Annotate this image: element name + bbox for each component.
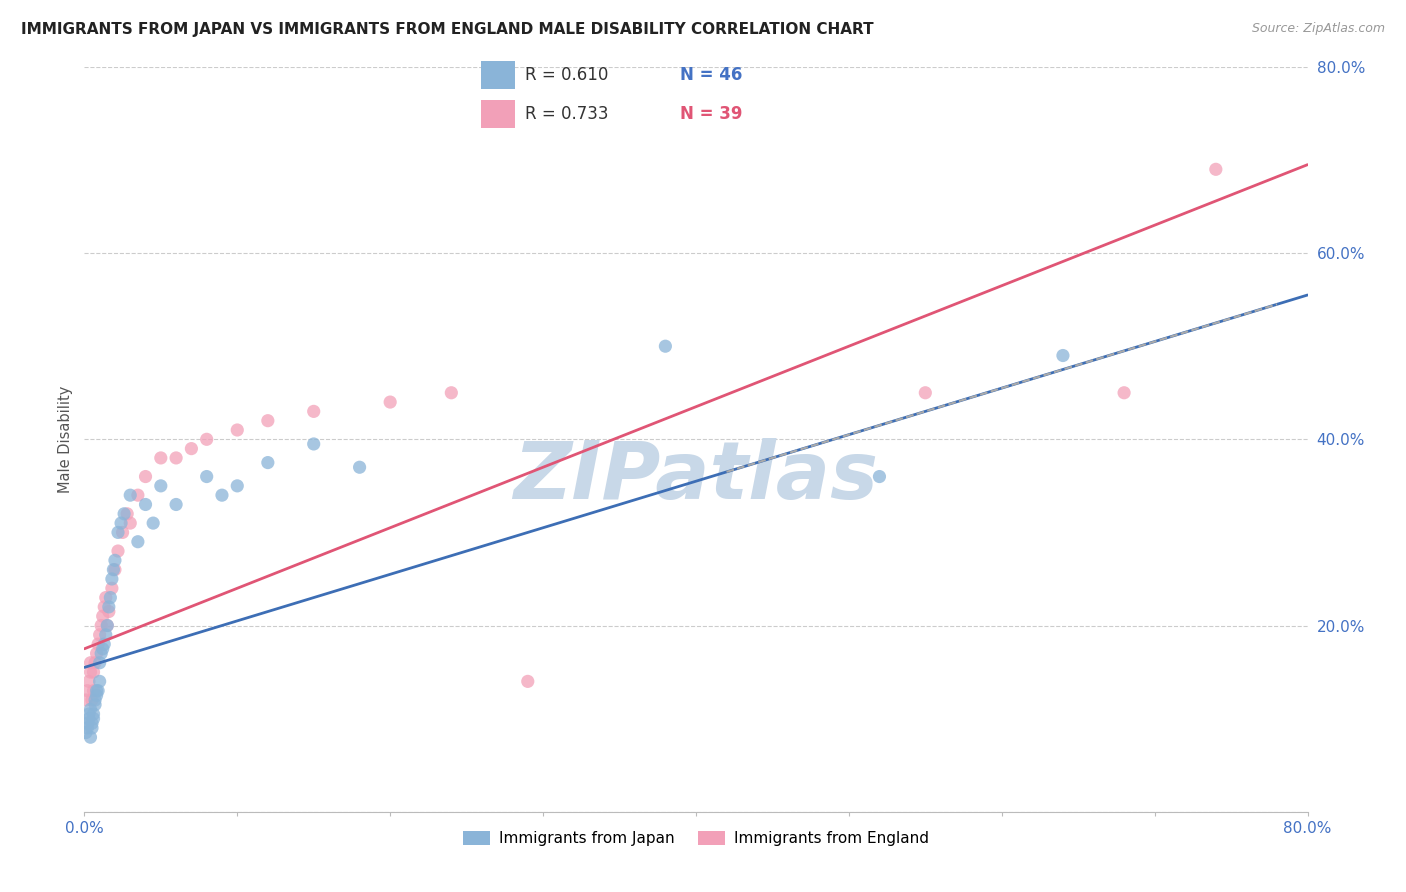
Point: [77, 706, 100, 721]
Point: [149, 450, 172, 465]
Point: [83, 683, 105, 698]
Point: [149, 479, 172, 493]
Point: [83, 665, 105, 679]
Point: [1052, 349, 1074, 363]
FancyBboxPatch shape: [481, 62, 515, 89]
Point: [80, 693, 103, 707]
FancyBboxPatch shape: [481, 100, 515, 128]
Point: [1114, 385, 1136, 400]
Point: [142, 516, 165, 530]
Point: [87, 637, 110, 651]
Point: [380, 395, 402, 409]
Point: [89, 656, 111, 670]
Point: [869, 469, 891, 483]
Point: [94, 591, 117, 605]
Point: [97, 599, 120, 614]
Point: [98, 591, 121, 605]
Point: [107, 525, 129, 540]
Point: [96, 618, 118, 632]
Point: [96, 618, 118, 632]
Point: [1205, 162, 1227, 177]
Point: [257, 456, 280, 470]
Point: [302, 437, 325, 451]
Point: [84, 693, 107, 707]
Point: [115, 507, 138, 521]
Point: [165, 450, 187, 465]
Point: [75, 725, 97, 739]
Text: Source: ZipAtlas.com: Source: ZipAtlas.com: [1251, 22, 1385, 36]
Point: [914, 385, 936, 400]
Point: [165, 498, 187, 512]
Text: ZIPatlas: ZIPatlas: [513, 438, 879, 516]
Text: IMMIGRANTS FROM JAPAN VS IMMIGRANTS FROM ENGLAND MALE DISABILITY CORRELATION CHA: IMMIGRANTS FROM JAPAN VS IMMIGRANTS FROM…: [21, 22, 873, 37]
Point: [195, 432, 218, 446]
Point: [79, 730, 101, 744]
Point: [86, 647, 108, 661]
Point: [91, 609, 114, 624]
Point: [135, 469, 157, 483]
Point: [654, 339, 676, 353]
Point: [226, 479, 249, 493]
Point: [135, 498, 157, 512]
Point: [90, 618, 112, 632]
Point: [79, 656, 101, 670]
Point: [91, 641, 114, 656]
Point: [90, 647, 112, 661]
Point: [103, 563, 125, 577]
Point: [302, 404, 325, 418]
Point: [77, 674, 100, 689]
Point: [84, 698, 107, 712]
Point: [76, 683, 98, 698]
Point: [110, 516, 132, 530]
Point: [87, 683, 110, 698]
Point: [94, 628, 117, 642]
Point: [79, 665, 101, 679]
Point: [127, 534, 149, 549]
Y-axis label: Male Disability: Male Disability: [58, 385, 73, 493]
Point: [104, 553, 127, 567]
Point: [104, 563, 127, 577]
Point: [86, 689, 108, 703]
Point: [127, 488, 149, 502]
Point: [77, 712, 100, 726]
Point: [76, 721, 98, 735]
Point: [101, 572, 124, 586]
Point: [89, 674, 111, 689]
Point: [79, 702, 101, 716]
Point: [120, 488, 142, 502]
Point: [211, 488, 233, 502]
Point: [107, 544, 129, 558]
Point: [93, 599, 115, 614]
Point: [80, 716, 103, 731]
Point: [75, 693, 97, 707]
Point: [195, 469, 218, 483]
Text: R = 0.733: R = 0.733: [524, 104, 609, 123]
Point: [120, 516, 142, 530]
Point: [516, 674, 538, 689]
Point: [76, 716, 98, 731]
Text: R = 0.610: R = 0.610: [524, 66, 609, 84]
Point: [83, 706, 105, 721]
Point: [86, 683, 108, 698]
Point: [93, 637, 115, 651]
Text: N = 39: N = 39: [681, 104, 742, 123]
Point: [257, 414, 280, 428]
Point: [349, 460, 371, 475]
Point: [180, 442, 202, 456]
Point: [89, 628, 111, 642]
Point: [226, 423, 249, 437]
Point: [84, 656, 107, 670]
Point: [111, 525, 134, 540]
Point: [101, 582, 124, 596]
Text: N = 46: N = 46: [681, 66, 742, 84]
Point: [112, 507, 135, 521]
Legend: Immigrants from Japan, Immigrants from England: Immigrants from Japan, Immigrants from E…: [457, 825, 935, 853]
Point: [83, 712, 105, 726]
Point: [80, 721, 103, 735]
Point: [440, 385, 463, 400]
Point: [97, 605, 120, 619]
